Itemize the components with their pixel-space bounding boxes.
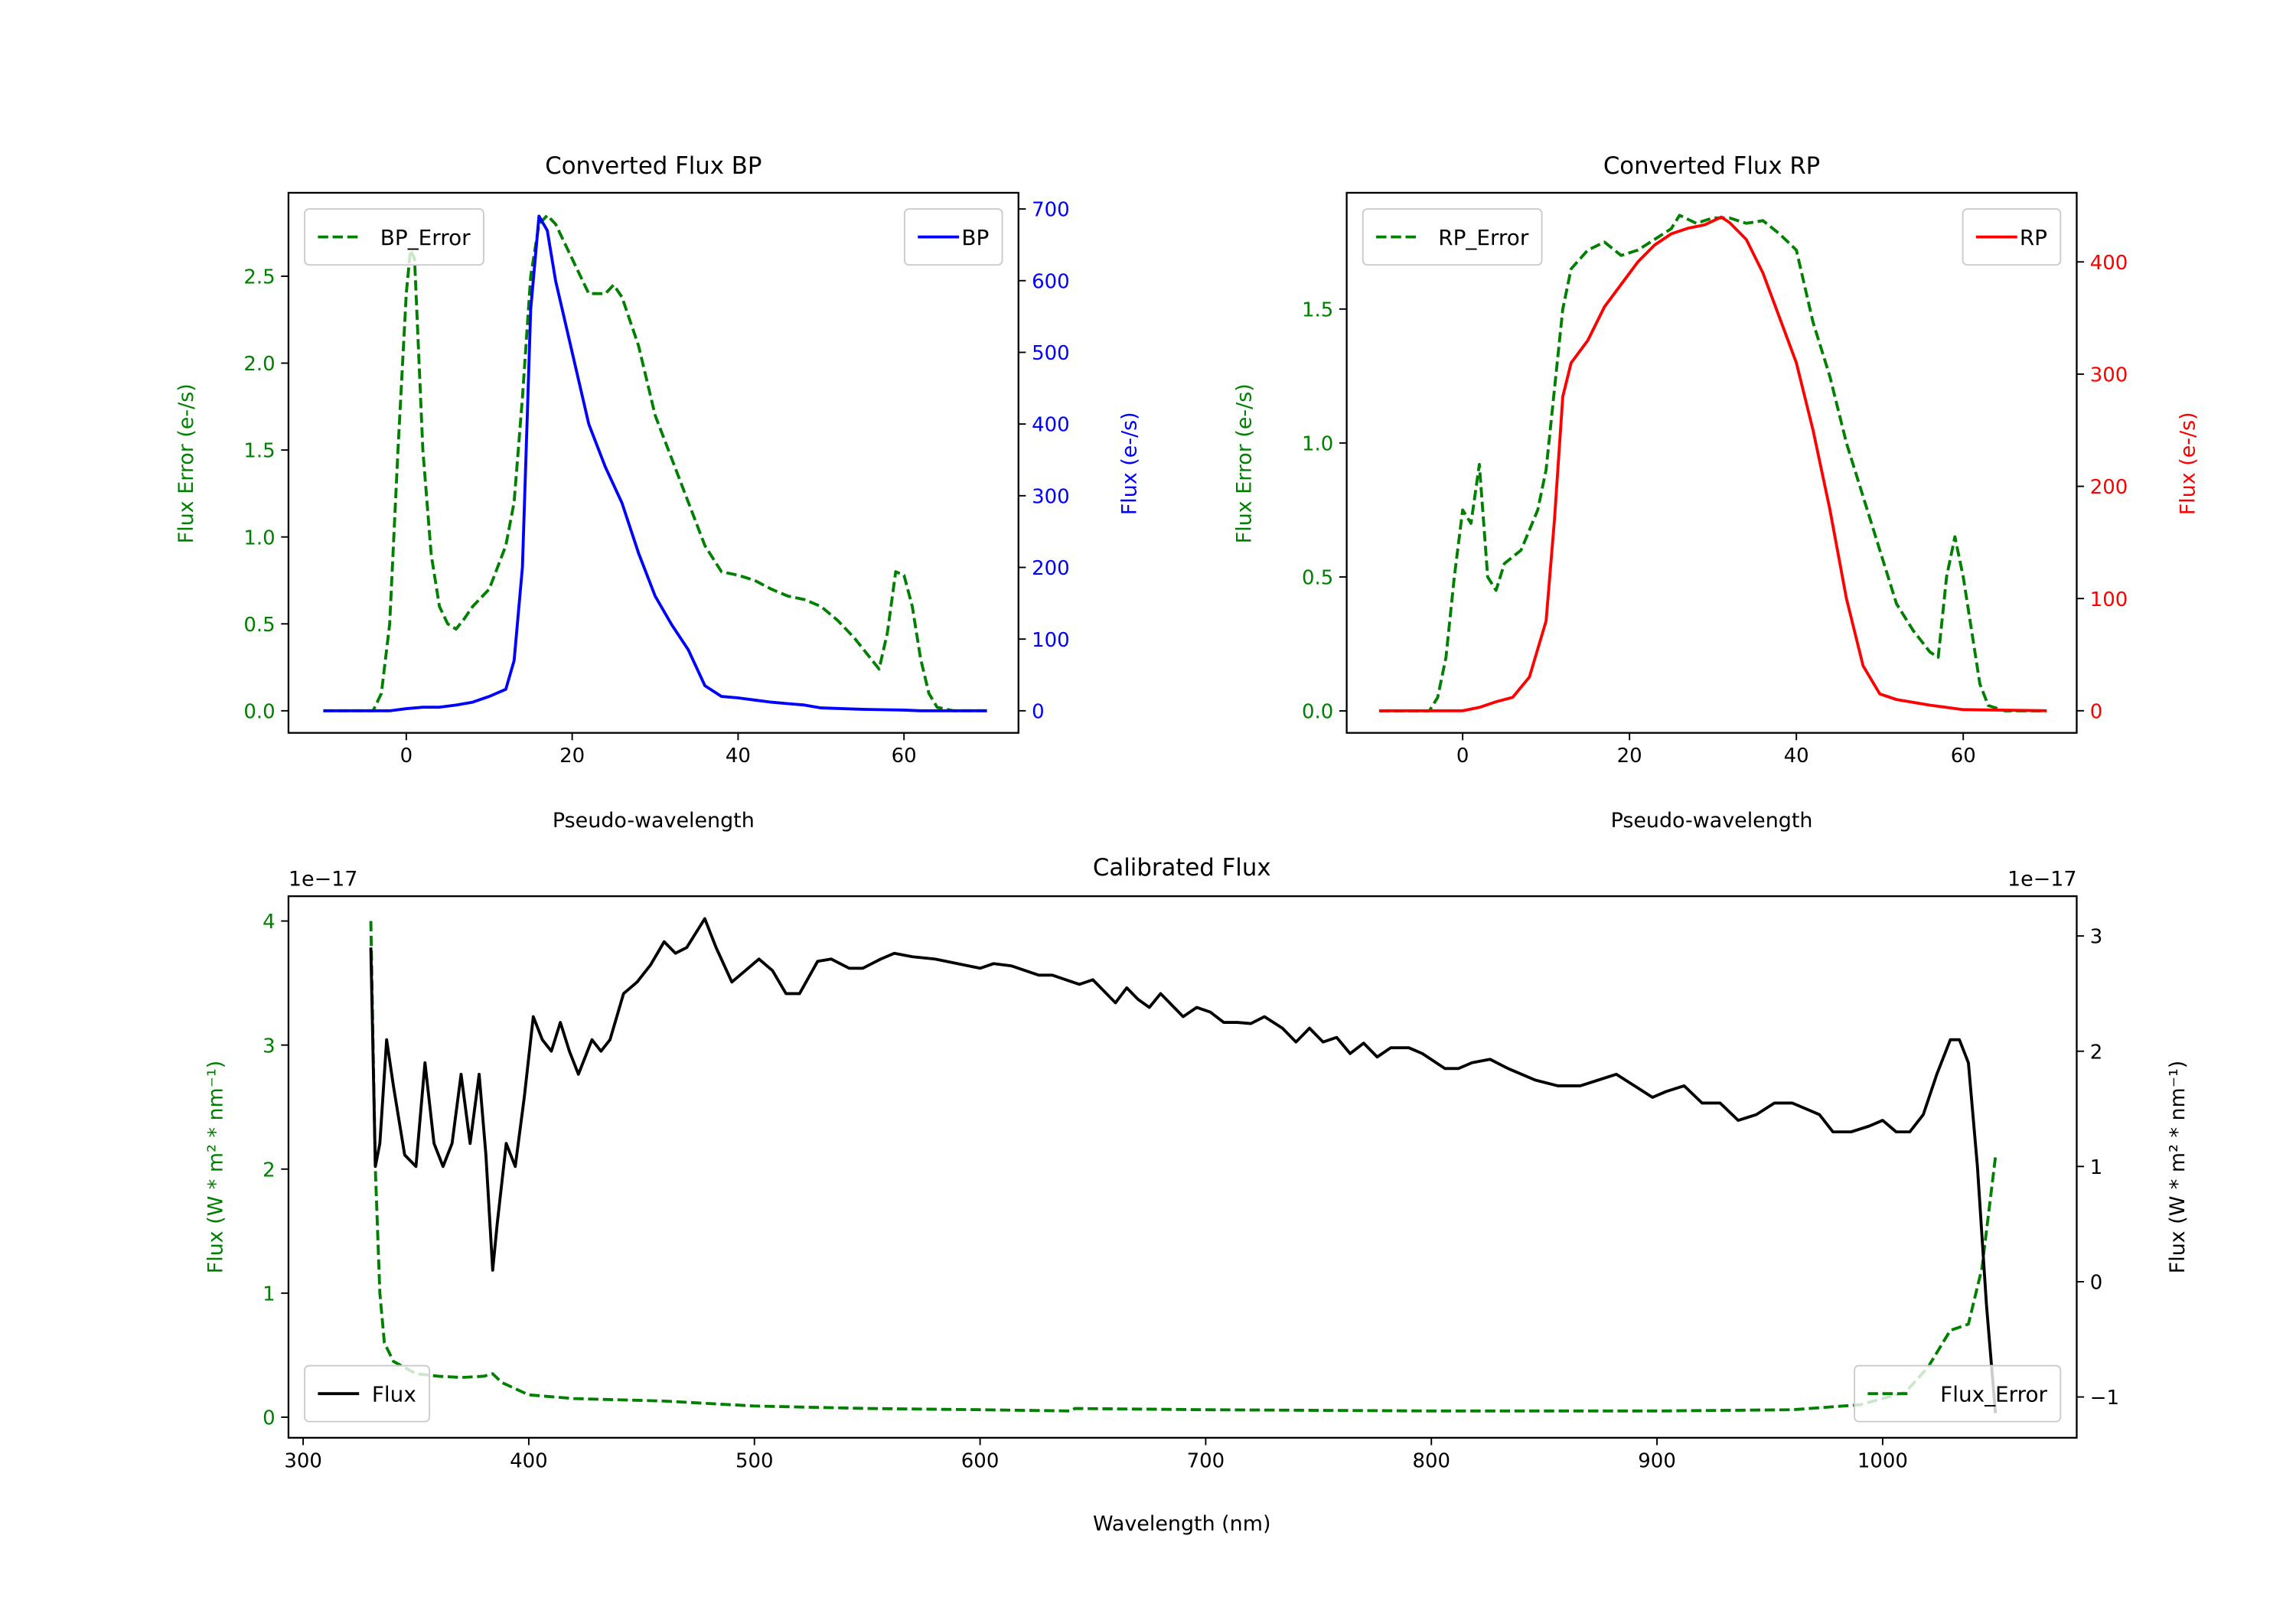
legend-label: BP xyxy=(961,225,989,250)
bp-ytick-left-label: 2.5 xyxy=(243,266,275,289)
rp-ytick-right-label: 400 xyxy=(2090,252,2128,275)
cal-ytick-left-label: 0 xyxy=(263,1407,276,1430)
cal-offset-right: 1e−17 xyxy=(2007,868,2076,892)
cal-plot: 300 400 500 600 700 800 900 1000 0 1 2 3 4 −1 0 1 2 3 Flux… xyxy=(263,895,2119,1472)
legend-box xyxy=(1362,208,1543,266)
bp-ytick-right-label: 200 xyxy=(1032,557,1070,580)
cal-xtick-label: 900 xyxy=(1638,1449,1676,1472)
bp-axes-frame xyxy=(287,191,1019,734)
cal-ytick-right-label: 3 xyxy=(2090,926,2103,949)
cal-ytick-right-label: −1 xyxy=(2090,1387,2119,1410)
rp-legend-left: RP_Error xyxy=(1362,208,1543,266)
bp-title: Converted Flux BP xyxy=(545,152,762,180)
bp-ytick-right-label: 300 xyxy=(1032,485,1070,508)
bp-ytick-right-label: 600 xyxy=(1032,270,1070,293)
rp-plot: 0 20 40 60 0.0 0.5 1.0 1.5 0 100 200 300 400 RP_Error… xyxy=(1302,191,2128,768)
bp-ytick-right-label: 400 xyxy=(1032,414,1070,437)
bp-ylabel-right: Flux (e-/s) xyxy=(1118,412,1142,515)
cal-xtick-label: 600 xyxy=(961,1449,1000,1472)
rp-ytick-left-label: 0.5 xyxy=(1302,567,1333,590)
bp-legend-left: BP_Error xyxy=(304,208,484,266)
rp-title: Converted Flux RP xyxy=(1603,152,1820,180)
bp-ytick-left-label: 1.0 xyxy=(243,526,275,549)
rp-ytick-right-label: 200 xyxy=(2090,476,2128,499)
legend-box xyxy=(304,208,484,266)
bp-ylabel-left: Flux Error (e-/s) xyxy=(174,383,198,543)
cal-xtick-label: 400 xyxy=(510,1449,548,1472)
bp-xtick-label: 20 xyxy=(559,745,585,768)
cal-ytick-left-label: 2 xyxy=(263,1159,276,1182)
bp-xtick-label: 40 xyxy=(726,745,751,768)
cal-ytick-left-label: 4 xyxy=(263,911,276,934)
cal-ylabel-right: Flux (W * m² * nm⁻¹) xyxy=(2166,1061,2190,1273)
cal-xtick-label: 300 xyxy=(284,1449,322,1472)
rp-ylabel-right: Flux (e-/s) xyxy=(2176,412,2200,515)
legend-label: RP_Error xyxy=(1438,225,1529,250)
legend-label: RP xyxy=(2020,225,2047,250)
bp-xtick-label: 0 xyxy=(400,745,413,768)
legend-label: Flux_Error xyxy=(1940,1382,2047,1407)
rp-xtick-label: 20 xyxy=(1617,745,1642,768)
cal-legend-left: Flux xyxy=(304,1364,431,1423)
bp-xtick-label: 60 xyxy=(892,745,917,768)
cal-legend-right: Flux_Error xyxy=(1854,1364,2062,1423)
bp-ytick-right-label: 0 xyxy=(1032,700,1045,723)
cal-ytick-right-label: 1 xyxy=(2090,1156,2103,1179)
rp-xtick-label: 0 xyxy=(1456,745,1469,768)
bp-ytick-left-label: 2.0 xyxy=(243,353,275,376)
legend-box xyxy=(1854,1364,2062,1423)
cal-series-flux xyxy=(369,917,1998,1413)
rp-ylabel-left: Flux Error (e-/s) xyxy=(1233,383,1257,543)
rp-xtick-label: 40 xyxy=(1784,745,1809,768)
cal-series-flux-error xyxy=(369,921,1998,1413)
cal-xtick-label: 800 xyxy=(1412,1449,1450,1472)
cal-ytick-left-label: 1 xyxy=(263,1283,276,1305)
cal-title: Calibrated Flux xyxy=(1093,854,1271,882)
bp-ytick-left-label: 1.5 xyxy=(243,440,275,463)
rp-series-rp-error xyxy=(1379,214,2047,712)
rp-ytick-left-label: 1.5 xyxy=(1302,298,1333,321)
rp-legend-right: RP xyxy=(1962,208,2062,266)
rp-ytick-left-label: 0.0 xyxy=(1302,701,1333,724)
rp-series-rp xyxy=(1379,215,2047,712)
cal-offset-left: 1e−17 xyxy=(289,868,357,892)
cal-xtick-label: 500 xyxy=(735,1449,774,1472)
rp-axes-frame xyxy=(1345,191,2078,734)
cal-ytick-left-label: 3 xyxy=(263,1035,276,1058)
cal-xlabel: Wavelength (nm) xyxy=(1093,1512,1270,1536)
legend-label: Flux xyxy=(372,1382,416,1407)
bp-ytick-left-label: 0.5 xyxy=(243,614,275,637)
bp-ytick-right-label: 700 xyxy=(1032,199,1070,222)
legend-box xyxy=(304,1364,431,1423)
rp-ytick-right-label: 300 xyxy=(2090,364,2128,387)
cal-xtick-label: 1000 xyxy=(1857,1449,1908,1472)
cal-axes-frame xyxy=(287,895,2078,1439)
cal-xtick-label: 700 xyxy=(1187,1449,1225,1472)
rp-ytick-right-label: 100 xyxy=(2090,588,2128,611)
rp-ytick-left-label: 1.0 xyxy=(1302,433,1333,456)
bp-legend-right: BP xyxy=(903,208,1003,266)
bp-series-bp xyxy=(323,214,987,712)
bp-ytick-right-label: 100 xyxy=(1032,629,1070,652)
rp-xlabel: Pseudo-wavelength xyxy=(1611,809,1813,833)
legend-label: BP_Error xyxy=(380,225,471,250)
rp-xtick-label: 60 xyxy=(1951,745,1976,768)
bp-ytick-right-label: 500 xyxy=(1032,342,1070,365)
bp-xlabel: Pseudo-wavelength xyxy=(553,809,755,833)
bp-plot: 0 20 40 60 0.0 0.5 1.0 1.5 2.0 2.5 0 100 200 300 400 50… xyxy=(243,191,1070,768)
cal-ytick-right-label: 2 xyxy=(2090,1041,2103,1064)
cal-ylabel-left: Flux (W * m² * nm⁻¹) xyxy=(204,1061,227,1273)
rp-ytick-right-label: 0 xyxy=(2090,700,2103,723)
bp-ytick-left-label: 0.0 xyxy=(243,700,275,723)
cal-ytick-right-label: 0 xyxy=(2090,1272,2103,1295)
bp-series-bp-error xyxy=(323,214,987,712)
